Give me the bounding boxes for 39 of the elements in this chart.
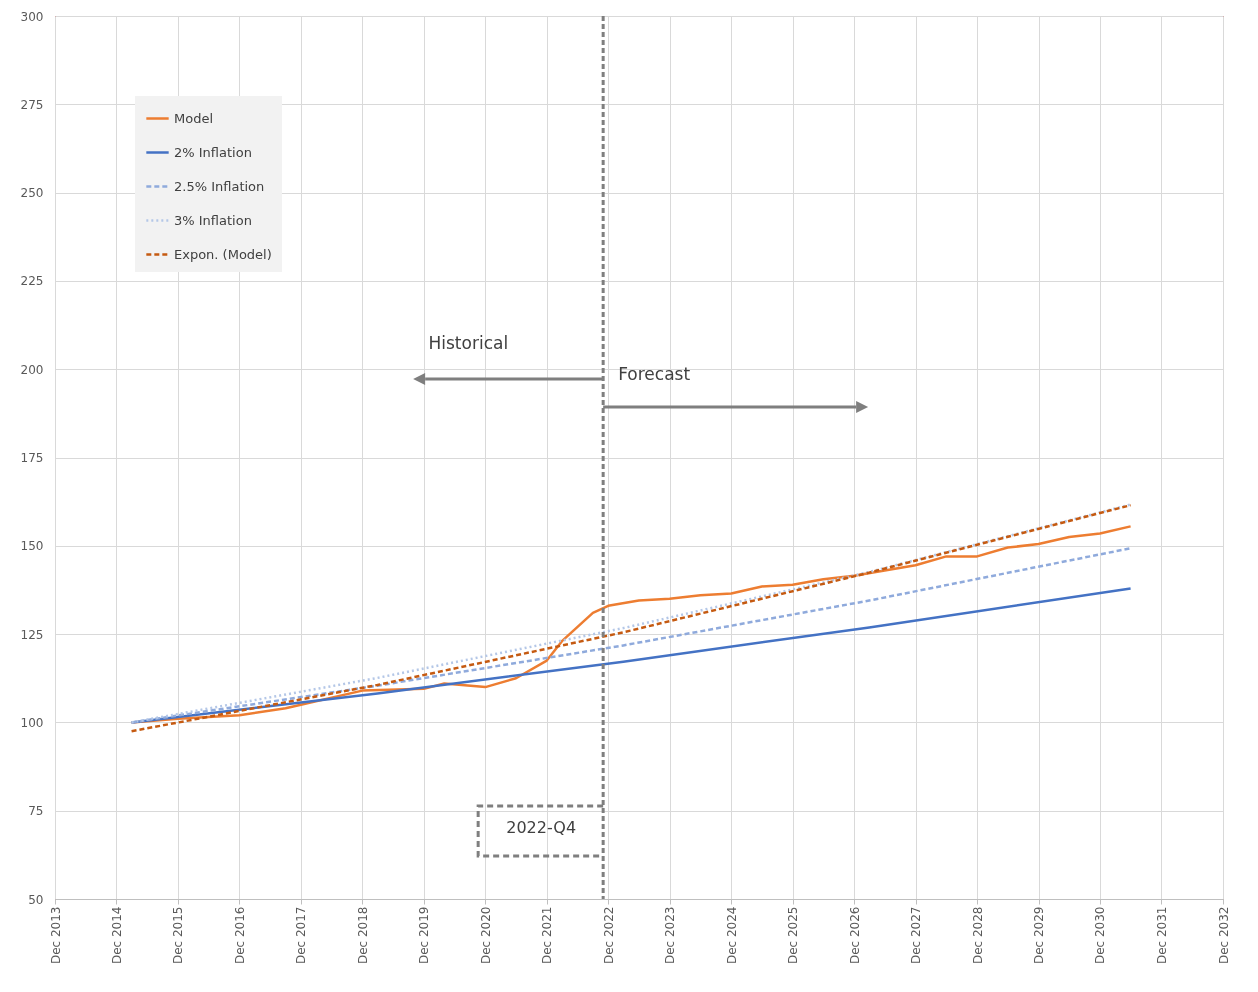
ref-line-label: 2022-Q4 bbox=[506, 818, 577, 838]
x-tick-label: Dec 2027 bbox=[909, 906, 924, 965]
x-tick-label: Dec 2015 bbox=[171, 906, 186, 965]
x-tick-label: Dec 2029 bbox=[1032, 906, 1047, 965]
x-tick-label: Dec 2024 bbox=[724, 906, 739, 965]
y-tick-label: 275 bbox=[20, 97, 44, 112]
x-tick-label: Dec 2031 bbox=[1154, 906, 1169, 965]
y-tick-label: 225 bbox=[20, 274, 44, 289]
y-tick-label: 50 bbox=[28, 892, 44, 907]
x-tick-label: Dec 2016 bbox=[232, 906, 247, 965]
annotation: Historical bbox=[428, 333, 509, 353]
legend-label: 2% Inflation bbox=[174, 144, 252, 160]
y-tick-label: 125 bbox=[20, 627, 44, 642]
x-tick-label: Dec 2028 bbox=[970, 906, 985, 965]
x-tick-label: Dec 2021 bbox=[540, 906, 555, 965]
x-tick-label: Dec 2022 bbox=[601, 906, 616, 965]
legend-label: 3% Inflation bbox=[174, 212, 252, 228]
x-tick-label: Dec 2020 bbox=[478, 906, 493, 965]
x-tick-label: Dec 2026 bbox=[847, 906, 862, 965]
legend-label: Expon. (Model) bbox=[174, 246, 272, 262]
x-tick-label: Dec 2018 bbox=[355, 906, 370, 965]
y-tick-label: 100 bbox=[20, 715, 44, 730]
y-tick-label: 250 bbox=[20, 186, 44, 201]
x-tick-label: Dec 2014 bbox=[109, 906, 124, 965]
y-tick-label: 300 bbox=[20, 9, 44, 24]
legend-label: Model bbox=[174, 110, 214, 126]
x-tick-label: Dec 2013 bbox=[48, 906, 63, 965]
x-tick-label: Dec 2032 bbox=[1216, 906, 1231, 965]
y-tick-label: 175 bbox=[20, 451, 44, 465]
y-tick-label: 200 bbox=[20, 362, 44, 377]
x-tick-label: Dec 2025 bbox=[786, 906, 801, 965]
y-tick-label: 75 bbox=[28, 804, 44, 819]
legend-label: 2.5% Inflation bbox=[174, 178, 265, 194]
x-tick-label: Dec 2017 bbox=[294, 906, 309, 965]
x-tick-label: Dec 2023 bbox=[663, 906, 678, 965]
annotation: Forecast bbox=[618, 364, 691, 384]
x-tick-label: Dec 2019 bbox=[417, 906, 432, 965]
x-tick-label: Dec 2030 bbox=[1093, 906, 1108, 965]
y-tick-label: 150 bbox=[20, 539, 44, 554]
